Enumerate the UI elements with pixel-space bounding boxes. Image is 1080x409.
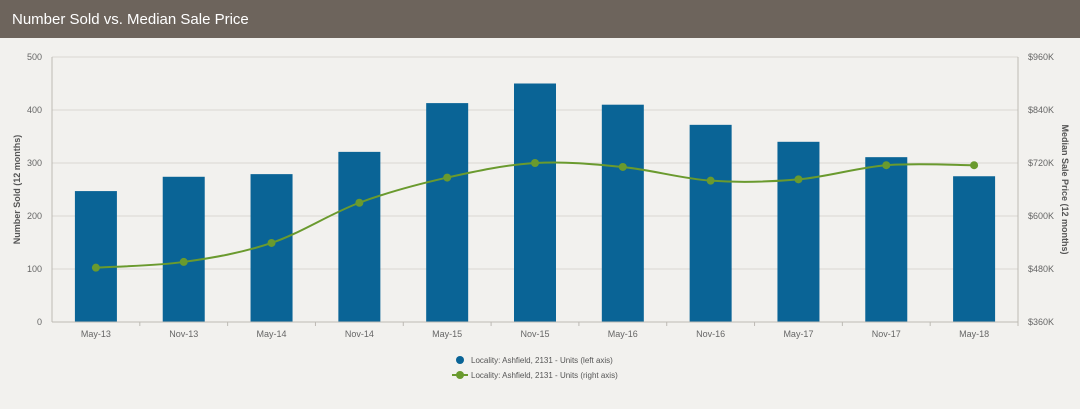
line-point[interactable] — [882, 161, 891, 170]
line-point[interactable] — [970, 161, 979, 170]
chart-header: Number Sold vs. Median Sale Price — [0, 0, 1080, 38]
line-point[interactable] — [794, 175, 803, 184]
bar[interactable] — [338, 151, 381, 322]
x-tick-label: May-14 — [257, 329, 287, 339]
legend-bar-marker — [456, 356, 464, 364]
left-tick-label: 300 — [27, 158, 42, 168]
bar[interactable] — [689, 124, 732, 322]
right-tick-label: $480K — [1028, 264, 1054, 274]
line-point[interactable] — [618, 162, 627, 171]
bar[interactable] — [953, 176, 996, 322]
x-tick-label: May-17 — [783, 329, 813, 339]
left-tick-label: 400 — [27, 105, 42, 115]
line-point[interactable] — [179, 257, 188, 266]
bar[interactable] — [162, 176, 205, 322]
legend-line-marker — [456, 371, 464, 379]
left-tick-label: 0 — [37, 317, 42, 327]
line-point[interactable] — [355, 198, 364, 207]
right-tick-label: $360K — [1028, 317, 1054, 327]
bar[interactable] — [426, 103, 469, 322]
x-tick-label: May-15 — [432, 329, 462, 339]
line-point[interactable] — [91, 263, 100, 272]
line-point[interactable] — [267, 238, 276, 247]
legend-line-label: Locality: Ashfield, 2131 - Units (right … — [471, 371, 618, 380]
bar[interactable] — [514, 83, 556, 323]
legend[interactable]: Locality: Ashfield, 2131 - Units (left a… — [452, 356, 618, 380]
bar[interactable] — [601, 104, 644, 322]
x-tick-label: May-16 — [608, 329, 638, 339]
chart-title: Number Sold vs. Median Sale Price — [12, 10, 249, 28]
right-tick-label: $960K — [1028, 52, 1054, 62]
line-point[interactable] — [706, 176, 715, 185]
right-tick-label: $720K — [1028, 158, 1054, 168]
x-tick-label: Nov-13 — [169, 329, 198, 339]
left-axis-title: Number Sold (12 months) — [12, 135, 22, 245]
left-tick-label: 100 — [27, 264, 42, 274]
x-tick-label: May-18 — [959, 329, 989, 339]
x-tick-label: Nov-16 — [696, 329, 725, 339]
bar[interactable] — [777, 141, 820, 322]
combo-chart: 0 100 200 300 400 500 $360K $480K $600K $720K $840… — [12, 52, 1070, 380]
right-tick-label: $840K — [1028, 105, 1054, 115]
left-tick-label: 200 — [27, 211, 42, 221]
legend-bar-label: Locality: Ashfield, 2131 - Units (left a… — [471, 356, 613, 365]
right-tick-label: $600K — [1028, 211, 1054, 221]
right-axis-title: Median Sale Price (12 months) — [1060, 124, 1070, 254]
bar[interactable] — [865, 157, 908, 322]
line-point[interactable] — [531, 159, 539, 167]
x-tick-label: May-13 — [81, 329, 111, 339]
x-tick-label: Nov-14 — [345, 329, 374, 339]
axes: 0 100 200 300 400 500 $360K $480K $600K $720K $840… — [12, 52, 1070, 339]
x-tick-label: Nov-15 — [520, 329, 549, 339]
bar-series — [74, 83, 996, 323]
chart-area: 0 100 200 300 400 500 $360K $480K $600K $720K $840… — [0, 38, 1080, 409]
line-series — [91, 159, 979, 272]
bar[interactable] — [74, 191, 117, 322]
line-point[interactable] — [443, 173, 452, 182]
x-tick-label: Nov-17 — [872, 329, 901, 339]
left-tick-label: 500 — [27, 52, 42, 62]
